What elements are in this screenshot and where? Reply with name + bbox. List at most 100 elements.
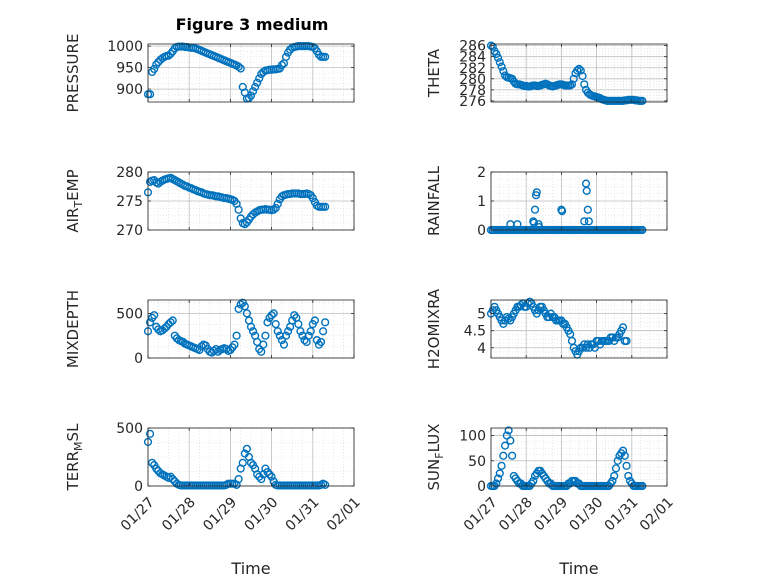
axes-box xyxy=(490,43,668,103)
data-point xyxy=(145,90,155,99)
data-point xyxy=(535,223,544,232)
data-point xyxy=(152,464,161,473)
data-point xyxy=(236,300,245,309)
data-point xyxy=(257,347,266,356)
data-point xyxy=(263,467,272,477)
data-point xyxy=(495,58,504,67)
data-point xyxy=(257,474,266,484)
y-tick-label: 0 xyxy=(134,351,143,367)
data-point xyxy=(261,331,270,340)
subplot-7: 0 500 01/27 01/28 01/29 01/30 01/31 02/01 TERRMS… xyxy=(64,421,364,578)
data-point xyxy=(277,60,287,70)
x-axis-label: Time xyxy=(230,559,270,578)
data-series xyxy=(143,298,330,357)
y-axis-label-part: H2OMIXRA xyxy=(425,288,443,369)
data-point xyxy=(500,441,510,450)
subplot-4: 0 1 2 RAINFALL xyxy=(425,165,668,239)
y-axis-label-part: MIXDEPTH xyxy=(64,290,82,368)
y-axis-label-part: RAINFALL xyxy=(425,165,443,236)
data-point xyxy=(608,476,617,486)
y-tick-label: 950 xyxy=(116,61,143,77)
y-tick-label: 0 xyxy=(134,479,143,495)
y-tick-label: 1000 xyxy=(107,39,143,55)
y-axis-label: RAINFALL xyxy=(425,165,443,236)
data-point xyxy=(166,472,175,481)
data-point xyxy=(294,319,303,329)
x-tick-label: 01/31 xyxy=(283,494,323,534)
data-point xyxy=(306,327,315,336)
data-point xyxy=(281,52,291,61)
data-point xyxy=(279,340,289,349)
data-point xyxy=(269,205,278,214)
y-axis-label-subscript: T xyxy=(72,201,85,209)
data-point xyxy=(148,458,157,467)
y-tick-label: 280 xyxy=(459,72,486,88)
data-point xyxy=(267,311,276,320)
y-tick-label: 275 xyxy=(116,194,143,210)
data-point xyxy=(492,49,501,59)
data-point xyxy=(283,327,293,336)
data-point xyxy=(234,62,243,71)
data-point xyxy=(240,220,249,229)
data-point xyxy=(574,64,584,73)
data-point xyxy=(236,64,245,73)
data-point xyxy=(253,78,262,87)
data-point xyxy=(576,66,585,75)
x-tick-label: 01/27 xyxy=(461,494,501,534)
data-point xyxy=(234,205,243,214)
data-point xyxy=(300,336,309,345)
y-axis-label: MIXDEPTH xyxy=(64,290,82,368)
data-point xyxy=(265,470,274,479)
data-point xyxy=(583,205,592,214)
data-point xyxy=(493,474,503,483)
subplot-5: 0 500 MIXDEPTH xyxy=(64,290,355,368)
axes-box xyxy=(147,299,355,359)
figure-title: Figure 3 medium xyxy=(176,15,329,34)
data-point xyxy=(271,319,280,329)
data-series xyxy=(143,173,330,229)
data-point xyxy=(242,444,251,453)
data-point xyxy=(492,479,501,488)
data-point xyxy=(246,458,256,467)
subplot-1: 900 950 1000 PRESSURE xyxy=(64,34,355,113)
data-point xyxy=(312,336,322,345)
data-point xyxy=(513,220,522,229)
y-tick-label: 100 xyxy=(459,429,486,445)
x-tick-label: 02/01 xyxy=(324,494,364,534)
x-tick-label: 01/29 xyxy=(200,494,240,534)
data-point xyxy=(232,331,241,340)
data-point xyxy=(582,186,591,195)
data-point xyxy=(150,64,159,74)
data-point xyxy=(638,96,647,105)
x-tick-label: 01/27 xyxy=(118,494,158,534)
data-point xyxy=(532,188,541,197)
y-tick-label: 278 xyxy=(459,83,486,99)
data-point xyxy=(246,212,256,221)
data-point xyxy=(578,71,587,81)
y-tick-label: 500 xyxy=(116,421,143,437)
data-point xyxy=(622,336,631,346)
data-point xyxy=(160,324,169,333)
y-tick-label: 270 xyxy=(116,223,143,239)
data-point xyxy=(234,474,243,484)
data-point xyxy=(273,327,282,336)
data-point xyxy=(310,316,319,325)
y-axis-label-subscript: F xyxy=(433,452,446,458)
data-point xyxy=(504,426,513,435)
data-point xyxy=(145,318,155,327)
data-point xyxy=(495,469,504,478)
y-tick-label: 280 xyxy=(116,165,143,181)
y-axis-label-part: PRESSURE xyxy=(64,34,82,113)
data-point xyxy=(499,66,508,76)
x-tick-label: 01/29 xyxy=(531,494,571,534)
y-tick-label: 900 xyxy=(116,82,143,98)
x-tick-label: 01/30 xyxy=(567,494,607,534)
data-point xyxy=(622,461,631,470)
data-point xyxy=(321,480,330,489)
y-axis-label-part: EMP xyxy=(64,169,82,200)
data-point xyxy=(488,42,497,51)
y-axis-label-part: SUN xyxy=(425,459,443,491)
data-point xyxy=(610,471,619,481)
